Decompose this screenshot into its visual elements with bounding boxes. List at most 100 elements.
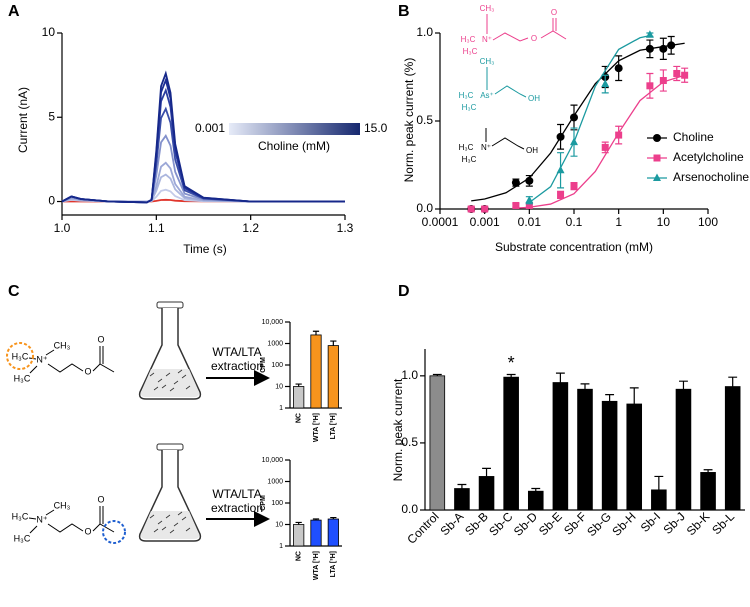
data-point [511, 178, 520, 187]
data-point [659, 77, 667, 85]
x-tick-label: Sb-I [638, 509, 663, 534]
x-tick-label: LTA [³H] [330, 551, 337, 577]
atom-label: As⁺ [480, 91, 494, 100]
colorbar [229, 123, 360, 135]
atom-label: CH₃ [54, 500, 71, 510]
bar [293, 386, 305, 409]
y-tick-label: 10 [275, 521, 283, 528]
x-tick-label: 1 [615, 215, 622, 229]
data-point [525, 176, 534, 185]
data-point [525, 195, 534, 204]
y-axis-label: Current (nA) [16, 87, 30, 153]
fit-curve [515, 74, 685, 209]
x-tick-label: LTA [³H] [330, 413, 337, 439]
annotation: WTA/LTA [212, 487, 261, 501]
x-tick-label: 0.01 [518, 215, 542, 229]
bar [527, 490, 544, 511]
atom-label: O [551, 8, 557, 17]
structure-group: H₃C CH₃ N⁺ H₃C O O [12, 494, 126, 544]
data-point [481, 205, 489, 213]
y-tick-label: 0.5 [416, 113, 433, 127]
atom-label: H₃C [462, 103, 477, 112]
atom-label: H₃C [12, 351, 29, 361]
x-tick-label: Sb-L [709, 509, 737, 537]
panel-label: C [8, 283, 20, 300]
error-bar [605, 394, 615, 402]
x-tick-label: WTA [³H] [313, 413, 320, 442]
highlight-circle [6, 342, 34, 370]
x-tick-label: Sb-J [660, 509, 687, 536]
atom-label: OH [526, 146, 538, 155]
x-tick-label: Sb-G [584, 509, 614, 539]
y-tick-label: 1 [279, 405, 283, 412]
bar [327, 345, 339, 409]
bar [454, 488, 470, 511]
panel-label: D [398, 283, 410, 300]
atom-label: O [84, 526, 91, 536]
x-tick-label: 0.001 [470, 215, 500, 229]
legend-marker [653, 173, 661, 181]
y-tick-label: 100 [271, 362, 283, 369]
atom-label: N⁺ [36, 514, 47, 524]
atom-label: O [84, 366, 91, 376]
annotation: extraction [211, 501, 263, 515]
x-tick-label: Sb-D [511, 509, 540, 538]
bar [675, 388, 692, 511]
x-tick-label: 1.3 [337, 221, 354, 235]
highlight-circle [102, 520, 126, 544]
error-bar [654, 475, 664, 490]
data-point [645, 30, 654, 38]
x-axis-label: Substrate concentration (mM) [495, 240, 653, 254]
atom-label: H₃C [14, 533, 31, 543]
error-bar [728, 376, 738, 387]
atom-label: CH₃ [54, 340, 71, 350]
bar [601, 400, 618, 511]
bar [626, 403, 643, 511]
y-tick-label: 0 [48, 194, 55, 208]
atom-label: O [97, 334, 104, 344]
data-point [556, 132, 565, 141]
y-axis-label: CPM [260, 495, 267, 511]
data-point [556, 165, 565, 174]
atom-label: O [531, 34, 537, 43]
y-tick-label: 100 [271, 500, 283, 507]
structure [486, 67, 527, 98]
x-tick-label: 100 [698, 215, 718, 229]
data-point [512, 201, 520, 209]
error-bar [482, 467, 491, 477]
y-axis-label: Norm. peak current [391, 378, 405, 481]
y-tick-label: 1000 [267, 478, 283, 485]
atom-label: N⁺ [482, 35, 492, 44]
atom-label: H₃C [462, 155, 477, 164]
structure [485, 128, 525, 150]
data-point [467, 205, 475, 213]
x-tick-label: 0.0001 [422, 215, 459, 229]
bar [293, 524, 305, 547]
panel-label: A [8, 3, 20, 20]
y-axis-label: CPM [260, 357, 267, 373]
atom-label: O [97, 494, 104, 504]
y-tick-label: 0.0 [401, 502, 418, 516]
bar [651, 489, 667, 511]
y-tick-label: 1.0 [401, 368, 418, 382]
x-tick-label: Sb-A [438, 509, 467, 538]
error-bar [703, 469, 713, 473]
x-tick-label: WTA [³H] [313, 551, 320, 580]
bar [310, 519, 322, 547]
data-point [667, 41, 676, 50]
atom-label: H₃C [12, 511, 29, 521]
x-tick-label: Sb-K [684, 509, 713, 538]
error-bar [457, 483, 467, 489]
data-point [570, 137, 578, 146]
x-tick-label: NC [296, 551, 303, 561]
bar [700, 472, 716, 511]
y-tick-label: 0.5 [401, 435, 418, 449]
error-bar [295, 383, 302, 387]
bar [552, 382, 569, 511]
bar [310, 334, 322, 409]
bar [429, 375, 446, 511]
error-bar [506, 373, 516, 378]
data-point [615, 131, 623, 139]
bar [478, 476, 495, 511]
atom-label: N⁺ [36, 354, 47, 364]
